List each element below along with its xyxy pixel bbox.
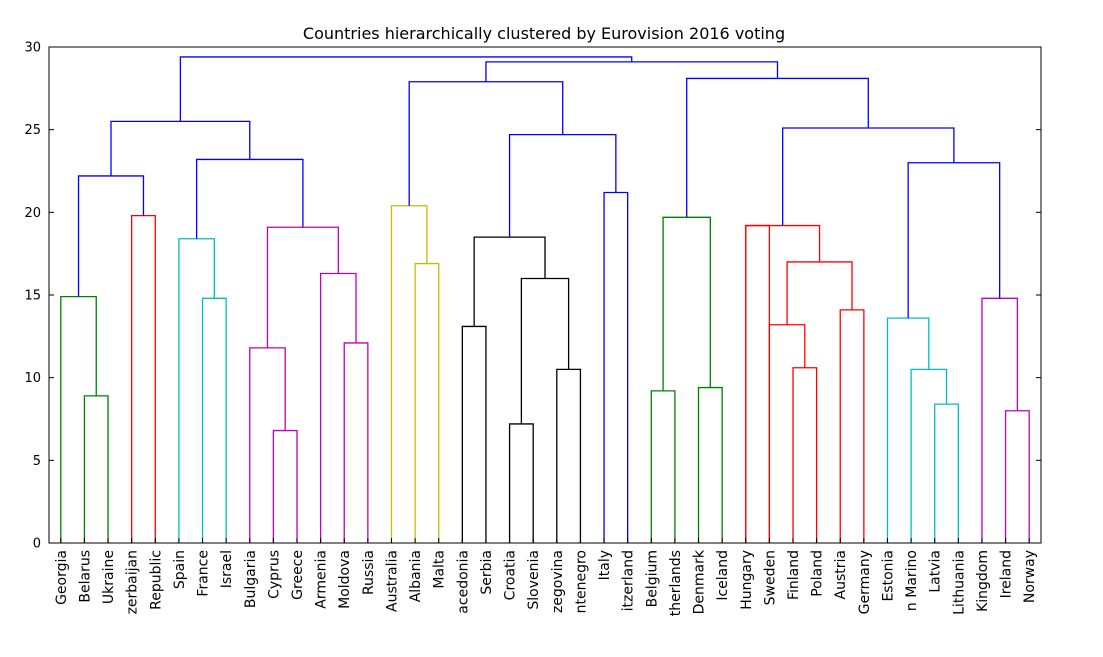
dendrogram-link-31 <box>745 224 821 543</box>
leaf-label-27: Denmark <box>692 549 708 614</box>
leaf-label-34: Germany <box>857 550 873 614</box>
dendrogram-link-33 <box>910 368 948 543</box>
dendrogram-link-26 <box>745 224 771 543</box>
dendrogram-link-15 <box>461 325 487 543</box>
dendrogram-link-36 <box>981 297 1019 543</box>
dendrogram-link-19 <box>473 236 546 327</box>
dendrogram-link-11 <box>195 158 304 239</box>
leaf-label-23: Italy <box>597 550 613 580</box>
leaf-label-21: zegovina <box>550 550 566 613</box>
dendrogram-link-6 <box>272 429 298 543</box>
chart-title: Countries hierarchically clustered by Eu… <box>303 24 785 43</box>
dendrogram-link-35 <box>1004 410 1030 543</box>
dendrogram-link-17 <box>556 368 582 543</box>
leaf-label-41: Norway <box>1022 550 1038 603</box>
leaf-label-33: Austria <box>833 550 849 599</box>
dendrogram-link-18 <box>520 277 570 424</box>
leaf-label-3: zerbaijan <box>125 550 141 614</box>
dendrogram-link-5 <box>178 238 215 543</box>
leaf-label-38: Lithuania <box>951 550 967 615</box>
leaf-label-29: Hungary <box>739 550 755 610</box>
leaf-label-37: Latvia <box>928 550 944 593</box>
leaf-label-1: Belarus <box>77 550 93 603</box>
leaf-label-24: itzerland <box>621 550 637 611</box>
leaf-label-9: Cyprus <box>266 550 282 599</box>
leaf-label-7: Israel <box>219 550 235 588</box>
leaf-label-10: Greece <box>290 550 306 600</box>
y-tick-label-0: 0 <box>33 537 41 552</box>
leaf-label-40: Ireland <box>999 550 1015 598</box>
leaf-label-2: Ukraine <box>101 550 117 604</box>
leaf-label-6: France <box>196 550 212 597</box>
leaf-label-39: Kingdom <box>975 550 991 612</box>
dendrogram-link-29 <box>839 309 865 543</box>
dendrogram-link-13 <box>414 262 440 543</box>
dendrogram-link-22 <box>408 81 564 206</box>
dendrogram-link-25 <box>662 216 711 391</box>
dendrogram-link-14 <box>390 205 428 543</box>
leaf-label-25: Belgium <box>644 550 660 607</box>
leaf-label-4: Republic <box>148 550 164 610</box>
leaf-label-14: Australia <box>384 550 400 612</box>
dendrogram-link-28 <box>768 324 806 543</box>
dendrogram-link-4 <box>201 297 227 543</box>
dendrogram-link-2 <box>131 214 156 543</box>
leaf-label-15: Albania <box>408 550 424 602</box>
leaf-label-12: Moldova <box>337 550 353 609</box>
leaf-label-11: Armenia <box>314 550 330 609</box>
leaf-label-22: ntenegro <box>573 550 589 613</box>
dendrogram-link-21 <box>508 133 617 238</box>
y-tick-label-3: 15 <box>24 289 41 304</box>
dendrogram-link-38 <box>782 127 955 226</box>
dendrogram-link-34 <box>886 317 930 543</box>
leaf-label-17: acedonia <box>455 550 471 614</box>
dendrogram-link-23 <box>650 390 676 543</box>
dendrogram-link-37 <box>907 162 1001 319</box>
leaf-label-19: Croatia <box>503 550 519 600</box>
x-axis: Georgia Belarus Ukraine zerbaijan Republic Sp… <box>54 538 1038 616</box>
dendrogram-link-1 <box>60 296 97 543</box>
dendrogram-link-27 <box>792 367 818 543</box>
dendrogram-link-39 <box>686 77 869 218</box>
dendrogram-link-0 <box>83 395 109 543</box>
leaf-label-5: Spain <box>172 550 188 589</box>
dendrogram-link-7 <box>249 347 286 543</box>
dendrogram-link-20 <box>603 191 629 543</box>
y-tick-label-1: 5 <box>33 454 41 469</box>
y-tick-label-2: 10 <box>24 371 41 386</box>
dendrogram-link-9 <box>319 272 357 543</box>
leaf-label-31: Finland <box>786 550 802 600</box>
leaf-label-35: Estonia <box>880 550 896 602</box>
leaf-label-20: Slovenia <box>526 550 542 610</box>
y-tick-label-6: 30 <box>24 41 41 56</box>
dendrogram-link-32 <box>934 403 959 543</box>
y-axis: 0 5 10 15 20 25 30 <box>24 41 1041 552</box>
y-tick-label-5: 25 <box>24 123 41 138</box>
dendrogram-link-30 <box>786 261 853 325</box>
dendrogram-links <box>60 56 1030 543</box>
leaf-label-36: n Marino <box>904 550 920 611</box>
y-tick-label-4: 20 <box>24 206 41 221</box>
leaf-label-30: Sweden <box>762 550 778 605</box>
dendrogram-link-16 <box>508 423 534 543</box>
leaf-label-13: Russia <box>361 550 377 595</box>
leaf-label-16: Malta <box>432 550 448 589</box>
dendrogram-link-10 <box>266 226 339 348</box>
dendrogram-link-3 <box>77 175 145 297</box>
dendrogram-link-41 <box>179 56 633 122</box>
leaf-label-26: therlands <box>668 550 684 616</box>
leaf-label-8: Bulgaria <box>243 550 259 608</box>
leaf-label-18: Serbia <box>479 550 495 595</box>
dendrogram-link-12 <box>110 120 251 176</box>
dendrogram-link-8 <box>343 342 369 543</box>
dendrogram-link-24 <box>697 386 723 543</box>
leaf-label-0: Georgia <box>54 550 70 605</box>
leaf-label-32: Poland <box>810 550 826 597</box>
leaf-label-28: Iceland <box>715 550 731 601</box>
